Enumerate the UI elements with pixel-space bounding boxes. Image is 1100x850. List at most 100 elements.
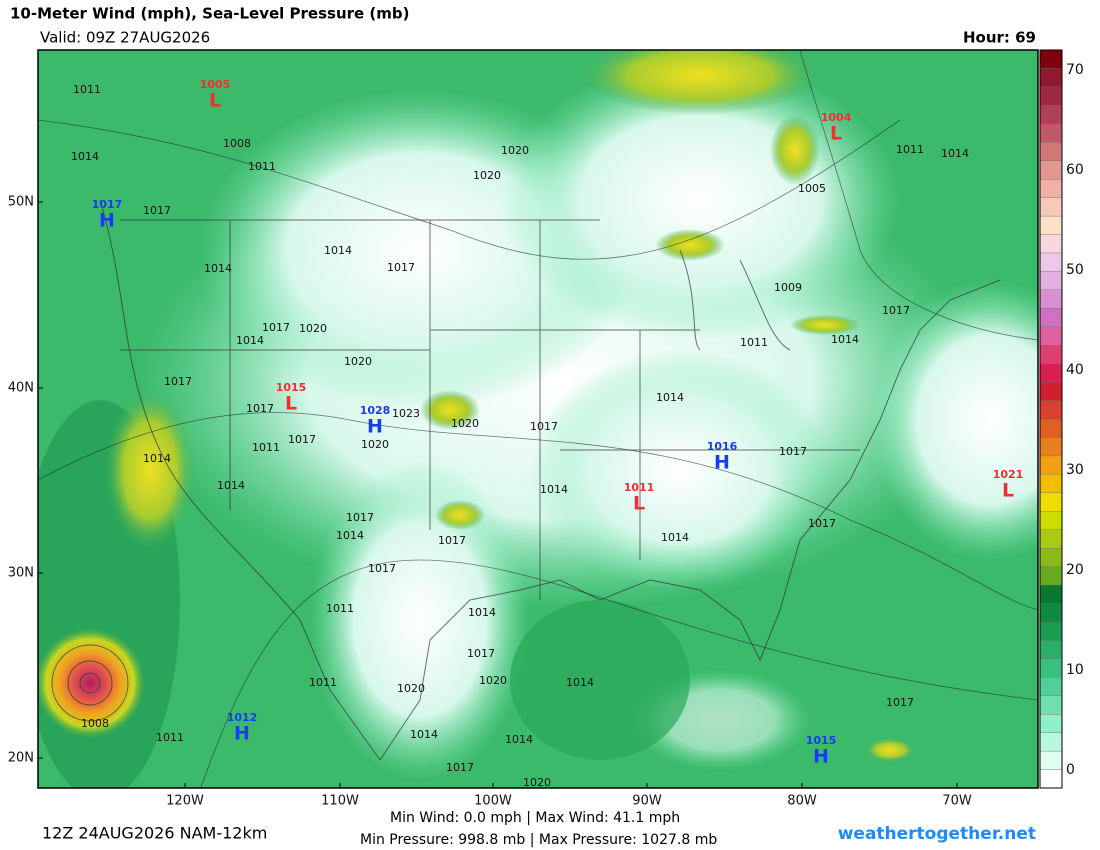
- pressure-value: 1015: [276, 381, 307, 394]
- isobar-label: 1017: [288, 433, 316, 446]
- colorbar-tick-label: 10: [1066, 662, 1084, 678]
- colorbar-segment: [1039, 714, 1063, 733]
- isobar-label: 1011: [896, 143, 924, 156]
- colorbar-tick-label: 50: [1066, 262, 1084, 278]
- pressure-stats: Min Pressure: 998.8 mb | Max Pressure: 1…: [360, 832, 717, 848]
- colorbar-segment: [1039, 418, 1063, 438]
- colorbar-segment: [1039, 584, 1063, 604]
- colorbar-tick-label: 30: [1066, 462, 1084, 478]
- isobar-label: 1017: [808, 517, 836, 530]
- isobar-label: 1014: [236, 334, 264, 347]
- isobar-label: 1014: [468, 606, 496, 619]
- source-link[interactable]: weathertogether.net: [838, 824, 1036, 844]
- colorbar-segment: [1039, 49, 1063, 69]
- forecast-hour: Hour: 69: [963, 29, 1036, 47]
- isobar-label: 1014: [217, 479, 245, 492]
- isobar-label: 1014: [540, 483, 568, 496]
- latitude-label: 30N: [8, 566, 34, 581]
- pressure-value: 1028: [360, 404, 391, 417]
- pressure-letter: H: [813, 746, 829, 768]
- colorbar-segment: [1039, 695, 1063, 715]
- isobar-label: 1020: [523, 776, 551, 789]
- isobar-label: 1005: [798, 182, 826, 195]
- colorbar-segment: [1039, 160, 1063, 180]
- isobar-label: 1017: [346, 511, 374, 524]
- isobar-label: 1020: [344, 355, 372, 368]
- colorbar-tick-label: 40: [1066, 362, 1084, 378]
- pressure-value: 1012: [227, 711, 258, 724]
- pressure-value: 1011: [624, 481, 655, 494]
- colorbar: 0 10 20 30 40 50 60 70: [1039, 49, 1084, 789]
- pressure-letter: L: [830, 123, 842, 145]
- colorbar-segment: [1039, 492, 1063, 512]
- isobar-label: 1020: [479, 674, 507, 687]
- isobar-label: 1014: [505, 733, 533, 746]
- pressure-letter: L: [1002, 480, 1014, 502]
- colorbar-segment: [1039, 529, 1063, 549]
- model-run: 12Z 24AUG2026 NAM-12km: [42, 824, 267, 843]
- longitude-label: 120W: [166, 794, 204, 809]
- colorbar-segment: [1039, 455, 1063, 475]
- colorbar-segment: [1039, 474, 1063, 493]
- pressure-letter: H: [714, 452, 730, 474]
- isobar-label: 1017: [143, 204, 171, 217]
- latitude-label: 50N: [8, 195, 34, 210]
- isobar-label: 1008: [81, 717, 109, 730]
- pressure-value: 1021: [993, 468, 1024, 481]
- isobar-label: 1011: [248, 160, 276, 173]
- colorbar-segment: [1039, 363, 1063, 383]
- colorbar-tick-label: 60: [1066, 162, 1084, 178]
- isobar-label: 1014: [204, 262, 232, 275]
- colorbar-segment: [1039, 548, 1063, 567]
- colorbar-segment: [1039, 640, 1063, 660]
- pressure-letter: L: [633, 493, 645, 515]
- pressure-value: 1004: [821, 111, 852, 124]
- colorbar-segment: [1039, 252, 1063, 272]
- isobar-label: 1014: [143, 452, 171, 465]
- isobar-label: 1014: [661, 531, 689, 544]
- longitude-label: 70W: [942, 794, 972, 809]
- isobar-label: 1014: [656, 391, 684, 404]
- isobar-label: 1017: [368, 562, 396, 575]
- colorbar-segment: [1039, 105, 1063, 124]
- isobar-label: 1008: [223, 137, 251, 150]
- pressure-letter: H: [99, 210, 115, 232]
- isobar-label: 1014: [566, 676, 594, 689]
- colorbar-tick-label: 70: [1066, 62, 1084, 78]
- colorbar-segment: [1039, 215, 1063, 235]
- isobar-label: 1023: [392, 407, 420, 420]
- isobar-label: 1020: [501, 144, 529, 157]
- latitude-label: 20N: [8, 751, 34, 766]
- colorbar-segment: [1039, 381, 1063, 401]
- isobar-label: 1017: [262, 321, 290, 334]
- isobar-label: 1020: [451, 417, 479, 430]
- colorbar-segment: [1039, 511, 1063, 530]
- colorbar-segment: [1039, 289, 1063, 309]
- isobar-label: 1011: [326, 602, 354, 615]
- colorbar-segment: [1039, 68, 1063, 88]
- colorbar-frame: [1039, 49, 1063, 789]
- pressure-letter: L: [285, 393, 297, 415]
- isobar-label: 1014: [410, 728, 438, 741]
- isobar-label: 1020: [473, 169, 501, 182]
- title: 10-Meter Wind (mph), Sea-Level Pressure …: [10, 5, 410, 23]
- isobar-label: 1014: [831, 333, 859, 346]
- colorbar-segment: [1039, 437, 1063, 457]
- colorbar-segment: [1039, 326, 1063, 346]
- colorbar-segment: [1039, 86, 1063, 106]
- colorbar-tick-label: 20: [1066, 562, 1084, 578]
- isobar-label: 1017: [882, 304, 910, 317]
- longitude-label: 80W: [787, 794, 817, 809]
- pressure-value: 1005: [200, 78, 231, 91]
- isobar-label: 1017: [779, 445, 807, 458]
- colorbar-segment: [1039, 123, 1063, 143]
- isobar-label: 1014: [71, 150, 99, 163]
- colorbar-segment: [1039, 400, 1063, 420]
- colorbar-segment: [1039, 566, 1063, 586]
- colorbar-tick-label: 0: [1066, 762, 1075, 778]
- colorbar-segment: [1039, 178, 1063, 198]
- colorbar-segment: [1039, 197, 1063, 217]
- colorbar-segment: [1039, 271, 1063, 290]
- isobar-label: 1011: [252, 441, 280, 454]
